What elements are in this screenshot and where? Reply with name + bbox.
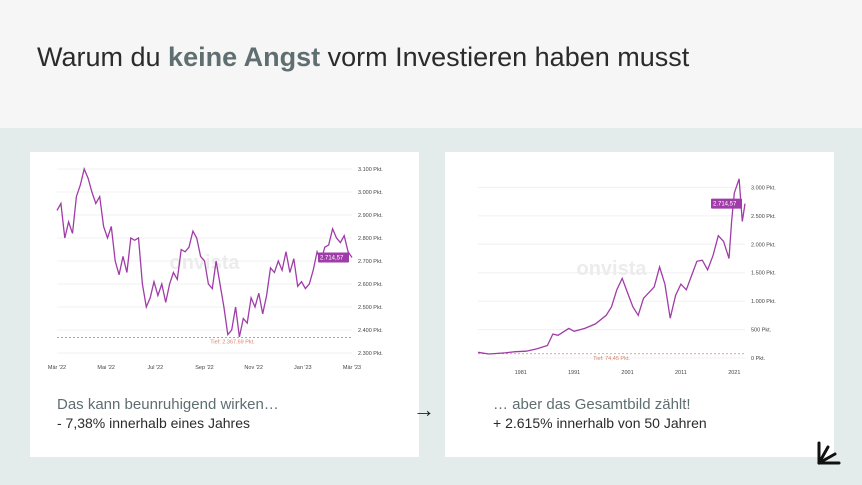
y-tick-label: 2.600 Pkt. xyxy=(358,282,383,288)
x-tick-label: 1981 xyxy=(515,370,527,376)
y-tick-label: 1.000 Pkt. xyxy=(751,299,776,305)
watermark: onvista xyxy=(576,258,647,280)
last-value-badge xyxy=(318,252,349,263)
last-value-label: 2.714,57 xyxy=(320,256,344,262)
x-tick-label: Mai '22 xyxy=(97,365,115,371)
right-heading: … aber das Gesamtbild zählt! xyxy=(493,396,691,413)
x-tick-label: 2011 xyxy=(675,370,687,376)
arrow-burst-icon xyxy=(817,441,841,465)
x-tick-label: Jan '23 xyxy=(294,365,312,371)
y-tick-label: 3.100 Pkt. xyxy=(358,167,383,173)
y-tick-label: 0 Pkt. xyxy=(751,356,766,362)
y-tick-label: 500 Pkt. xyxy=(751,328,772,334)
low-label: Tief: 2.367,69 Pkt. xyxy=(210,339,255,345)
x-tick-label: Mär '22 xyxy=(48,365,66,371)
y-tick-label: 2.800 Pkt. xyxy=(358,236,383,242)
fifty-year-chart: 0 Pkt. 500 Pkt. 1.000 Pkt. 1.500 Pkt. 2.000 … xyxy=(477,178,776,376)
x-tick-label: 2021 xyxy=(728,370,740,376)
x-tick-label: Mär '23 xyxy=(343,365,361,371)
arrow-icon: → xyxy=(413,397,435,422)
y-tick-label: 2.000 Pkt. xyxy=(751,242,776,248)
right-subtext: + 2.615% innerhalb von 50 Jahren xyxy=(493,415,707,431)
x-tick-label: Sep '22 xyxy=(195,365,213,371)
slide-title: Warum du keine Angst vorm Investieren ha… xyxy=(37,42,690,72)
left-subtext: - 7,38% innerhalb eines Jahres xyxy=(57,415,251,431)
x-tick-label: 2001 xyxy=(621,370,633,376)
price-line xyxy=(56,166,353,338)
one-year-chart: 2.300 Pkt. 2.400 Pkt. 2.500 Pkt. 2.600 Pkt.… xyxy=(48,166,383,371)
low-label: Tief: 74,45 Pkt. xyxy=(593,356,630,362)
left-heading: Das kann beunruhigend wirken… xyxy=(57,396,279,413)
last-value-label: 2.714,57 xyxy=(713,202,737,208)
chart-card-fifty-years: 0 Pkt. 500 Pkt. 1.000 Pkt. 1.500 Pkt. 2.000 … xyxy=(445,152,834,457)
y-tick-label: 2.900 Pkt. xyxy=(358,213,383,219)
y-tick-label: 1.500 Pkt. xyxy=(751,271,776,277)
x-tick-label: Nov '22 xyxy=(244,365,262,371)
y-tick-label: 3.000 Pkt. xyxy=(751,185,776,191)
x-tick-label: Jul '22 xyxy=(147,365,163,371)
y-tick-label: 2.500 Pkt. xyxy=(751,214,776,220)
y-tick-label: 2.400 Pkt. xyxy=(358,328,383,334)
y-tick-label: 3.000 Pkt. xyxy=(358,190,383,196)
y-tick-label: 2.300 Pkt. xyxy=(358,351,383,357)
last-value-badge xyxy=(711,198,742,209)
chart-card-one-year: 2.300 Pkt. 2.400 Pkt. 2.500 Pkt. 2.600 Pkt.… xyxy=(30,152,419,457)
price-line xyxy=(477,178,746,355)
y-tick-label: 2.700 Pkt. xyxy=(358,259,383,265)
x-tick-label: 1991 xyxy=(568,370,580,376)
y-tick-label: 2.500 Pkt. xyxy=(358,305,383,311)
slide-header: Warum du keine Angst vorm Investieren ha… xyxy=(0,0,862,128)
